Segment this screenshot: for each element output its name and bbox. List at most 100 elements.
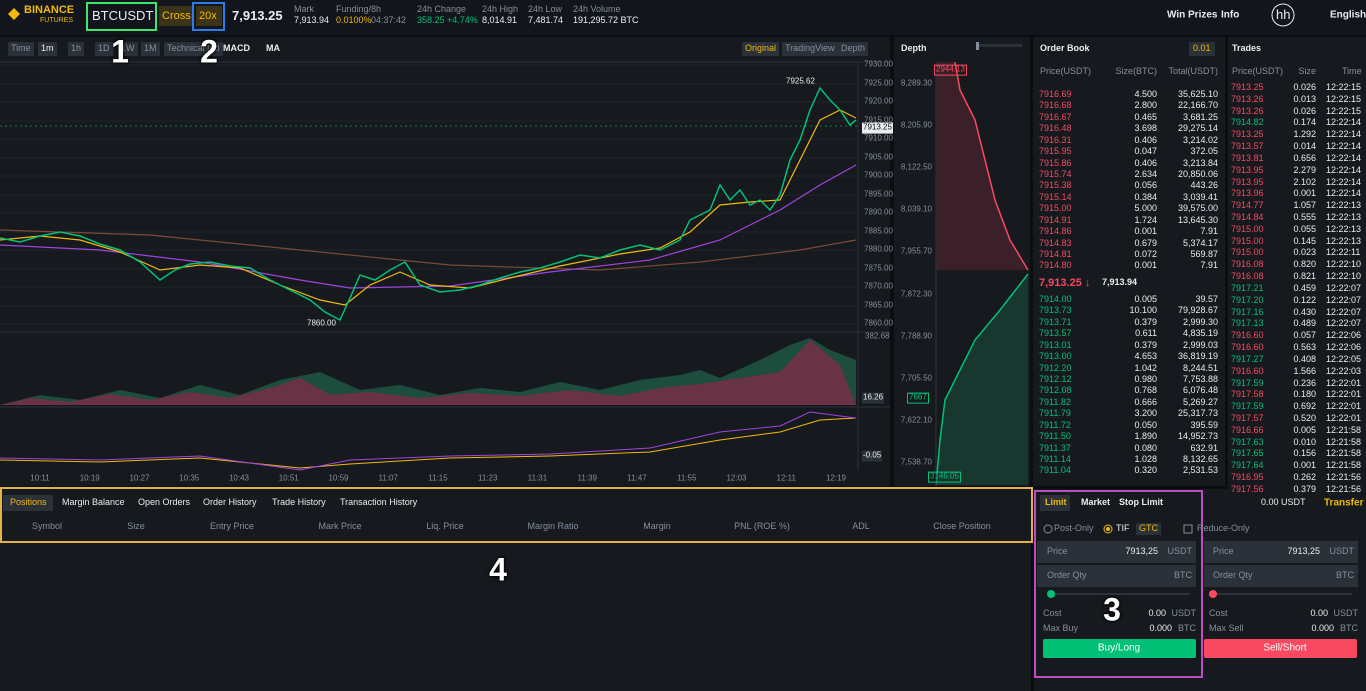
interval-button[interactable]: 1D [95, 42, 113, 56]
interval-button[interactable]: 1W [118, 42, 138, 56]
trade-size: 0.180 [1293, 389, 1316, 400]
interval-button[interactable]: 1M [141, 42, 160, 56]
trade-time: 12:21:58 [1326, 436, 1362, 447]
summary-label: Cost [1043, 608, 1062, 619]
trade-time: 12:21:58 [1326, 424, 1362, 435]
stat-label: Mark [294, 4, 314, 15]
input-value: 7913,25 [1125, 546, 1158, 557]
leverage[interactable]: 20x [199, 9, 217, 22]
order-option[interactable]: Post-Only [1054, 523, 1094, 534]
order-type-tab[interactable]: Limit [1045, 497, 1067, 508]
trade-time: 12:22:13 [1326, 223, 1362, 234]
position-tab[interactable]: Positions [10, 497, 47, 508]
order-option[interactable]: TIF [1116, 523, 1130, 534]
price-axis-label: 7900.00 [864, 170, 893, 180]
book-total: 3,214.02 [1182, 134, 1218, 145]
trade-price: 7917.63 [1231, 436, 1264, 447]
time-axis-label: 11:55 [677, 473, 697, 483]
trade-time: 12:22:05 [1326, 353, 1362, 364]
position-tab[interactable]: Order History [203, 497, 257, 508]
summary-unit: USDT [1333, 608, 1359, 619]
trade-size: 0.057 [1293, 330, 1316, 341]
book-size: 0.050 [1134, 419, 1157, 430]
trade-size: 1.057 [1293, 200, 1316, 211]
nav-item[interactable]: Info [1221, 9, 1240, 21]
view-button[interactable]: Original [742, 42, 780, 56]
book-total: 372.05 [1190, 146, 1218, 157]
view-button[interactable]: TradingView [782, 42, 838, 56]
column-header: Size [1298, 66, 1316, 77]
submit-button[interactable]: Sell/Short [1263, 642, 1307, 654]
trade-time: 12:22:14 [1326, 164, 1362, 175]
position-tab[interactable]: Trade History [272, 497, 326, 508]
book-price: 7911.04 [1039, 465, 1071, 476]
stat-label: 24h High [482, 4, 519, 15]
trade-size: 0.014 [1293, 141, 1316, 152]
position-column: ADL [852, 521, 870, 532]
time-axis-label: 11:15 [428, 473, 448, 483]
trade-time: 12:22:01 [1326, 377, 1362, 388]
price-step[interactable]: 0.01 [1189, 42, 1215, 56]
price-axis-label: 7910.00 [864, 133, 893, 143]
indicator[interactable]: MA [266, 43, 280, 54]
interval-button[interactable]: Time [8, 42, 34, 56]
book-total: 569.87 [1190, 249, 1218, 260]
interval-button[interactable]: Technical Ind [164, 42, 223, 56]
book-total: 7.91 [1200, 260, 1218, 271]
funding-countdown: 04:37:42 [371, 15, 407, 26]
trade-size: 0.459 [1293, 282, 1316, 293]
time-axis-label: 12:03 [726, 473, 747, 483]
trade-size: 0.023 [1293, 247, 1316, 258]
order-type-tab[interactable]: Stop Limit [1119, 497, 1163, 508]
trade-time: 12:22:07 [1326, 282, 1362, 293]
stat-label: 24h Low [528, 4, 563, 15]
time-axis-label: 10:51 [278, 473, 299, 483]
trade-time: 12:22:14 [1326, 188, 1362, 199]
trade-size: 0.563 [1293, 342, 1316, 353]
book-price: 7911.50 [1039, 431, 1071, 442]
book-size: 5.000 [1134, 203, 1157, 214]
position-tab[interactable]: Transaction History [340, 497, 418, 508]
volume-current: 16.26 [862, 392, 885, 404]
book-price: 7914.91 [1039, 214, 1072, 225]
trade-size: 0.001 [1293, 460, 1316, 471]
trade-price: 7917.64 [1231, 460, 1264, 471]
book-total: 7,753.88 [1182, 374, 1218, 385]
input-label: Order Qty [1047, 570, 1087, 581]
position-tab[interactable]: Open Orders [138, 497, 191, 508]
nav-item[interactable]: English [1330, 9, 1366, 21]
interval-button[interactable]: 1m [38, 42, 57, 56]
margin-mode[interactable]: Cross [162, 9, 191, 22]
position-column: Size [127, 521, 145, 532]
symbol-selector[interactable]: BTCUSDT [92, 7, 154, 23]
order-option[interactable]: GTC [1136, 523, 1161, 535]
time-axis-label: 10:19 [79, 473, 100, 483]
price-axis-label: 7860.00 [864, 318, 893, 328]
view-button[interactable]: Depth [838, 42, 869, 56]
last-price: 7,913.25 [232, 7, 283, 23]
book-size: 0.666 [1134, 396, 1157, 407]
time-axis-label: 10:27 [129, 473, 150, 483]
stat-label: 24h Change [417, 4, 467, 15]
transfer-button[interactable]: Transfer [1324, 497, 1364, 509]
book-size: 4.500 [1134, 89, 1157, 100]
order-option[interactable]: Reduce-Only [1197, 523, 1250, 534]
high-marker: 7925.62 [786, 76, 815, 86]
book-price: 7916.69 [1039, 89, 1072, 100]
trade-price: 7916.08 [1231, 271, 1264, 282]
book-price: 7912.08 [1039, 385, 1072, 396]
nav-item[interactable]: hh [1276, 6, 1291, 22]
position-tab[interactable]: Margin Balance [62, 497, 125, 508]
macd-current: -0.05 [862, 450, 883, 462]
indicator[interactable]: MACD [223, 43, 250, 54]
panel-title: Trades [1232, 43, 1262, 54]
book-price: 7912.20 [1039, 362, 1072, 373]
nav-item[interactable]: Win Prizes [1167, 9, 1218, 21]
order-type-tab[interactable]: Market [1081, 497, 1111, 508]
trade-size: 0.236 [1293, 377, 1316, 388]
book-total: 25,317.73 [1177, 408, 1218, 419]
interval-button[interactable]: 1h [68, 42, 85, 56]
submit-button[interactable]: Buy/Long [1097, 642, 1141, 654]
trade-price: 7913.26 [1231, 105, 1264, 116]
trade-size: 0.174 [1293, 117, 1316, 128]
